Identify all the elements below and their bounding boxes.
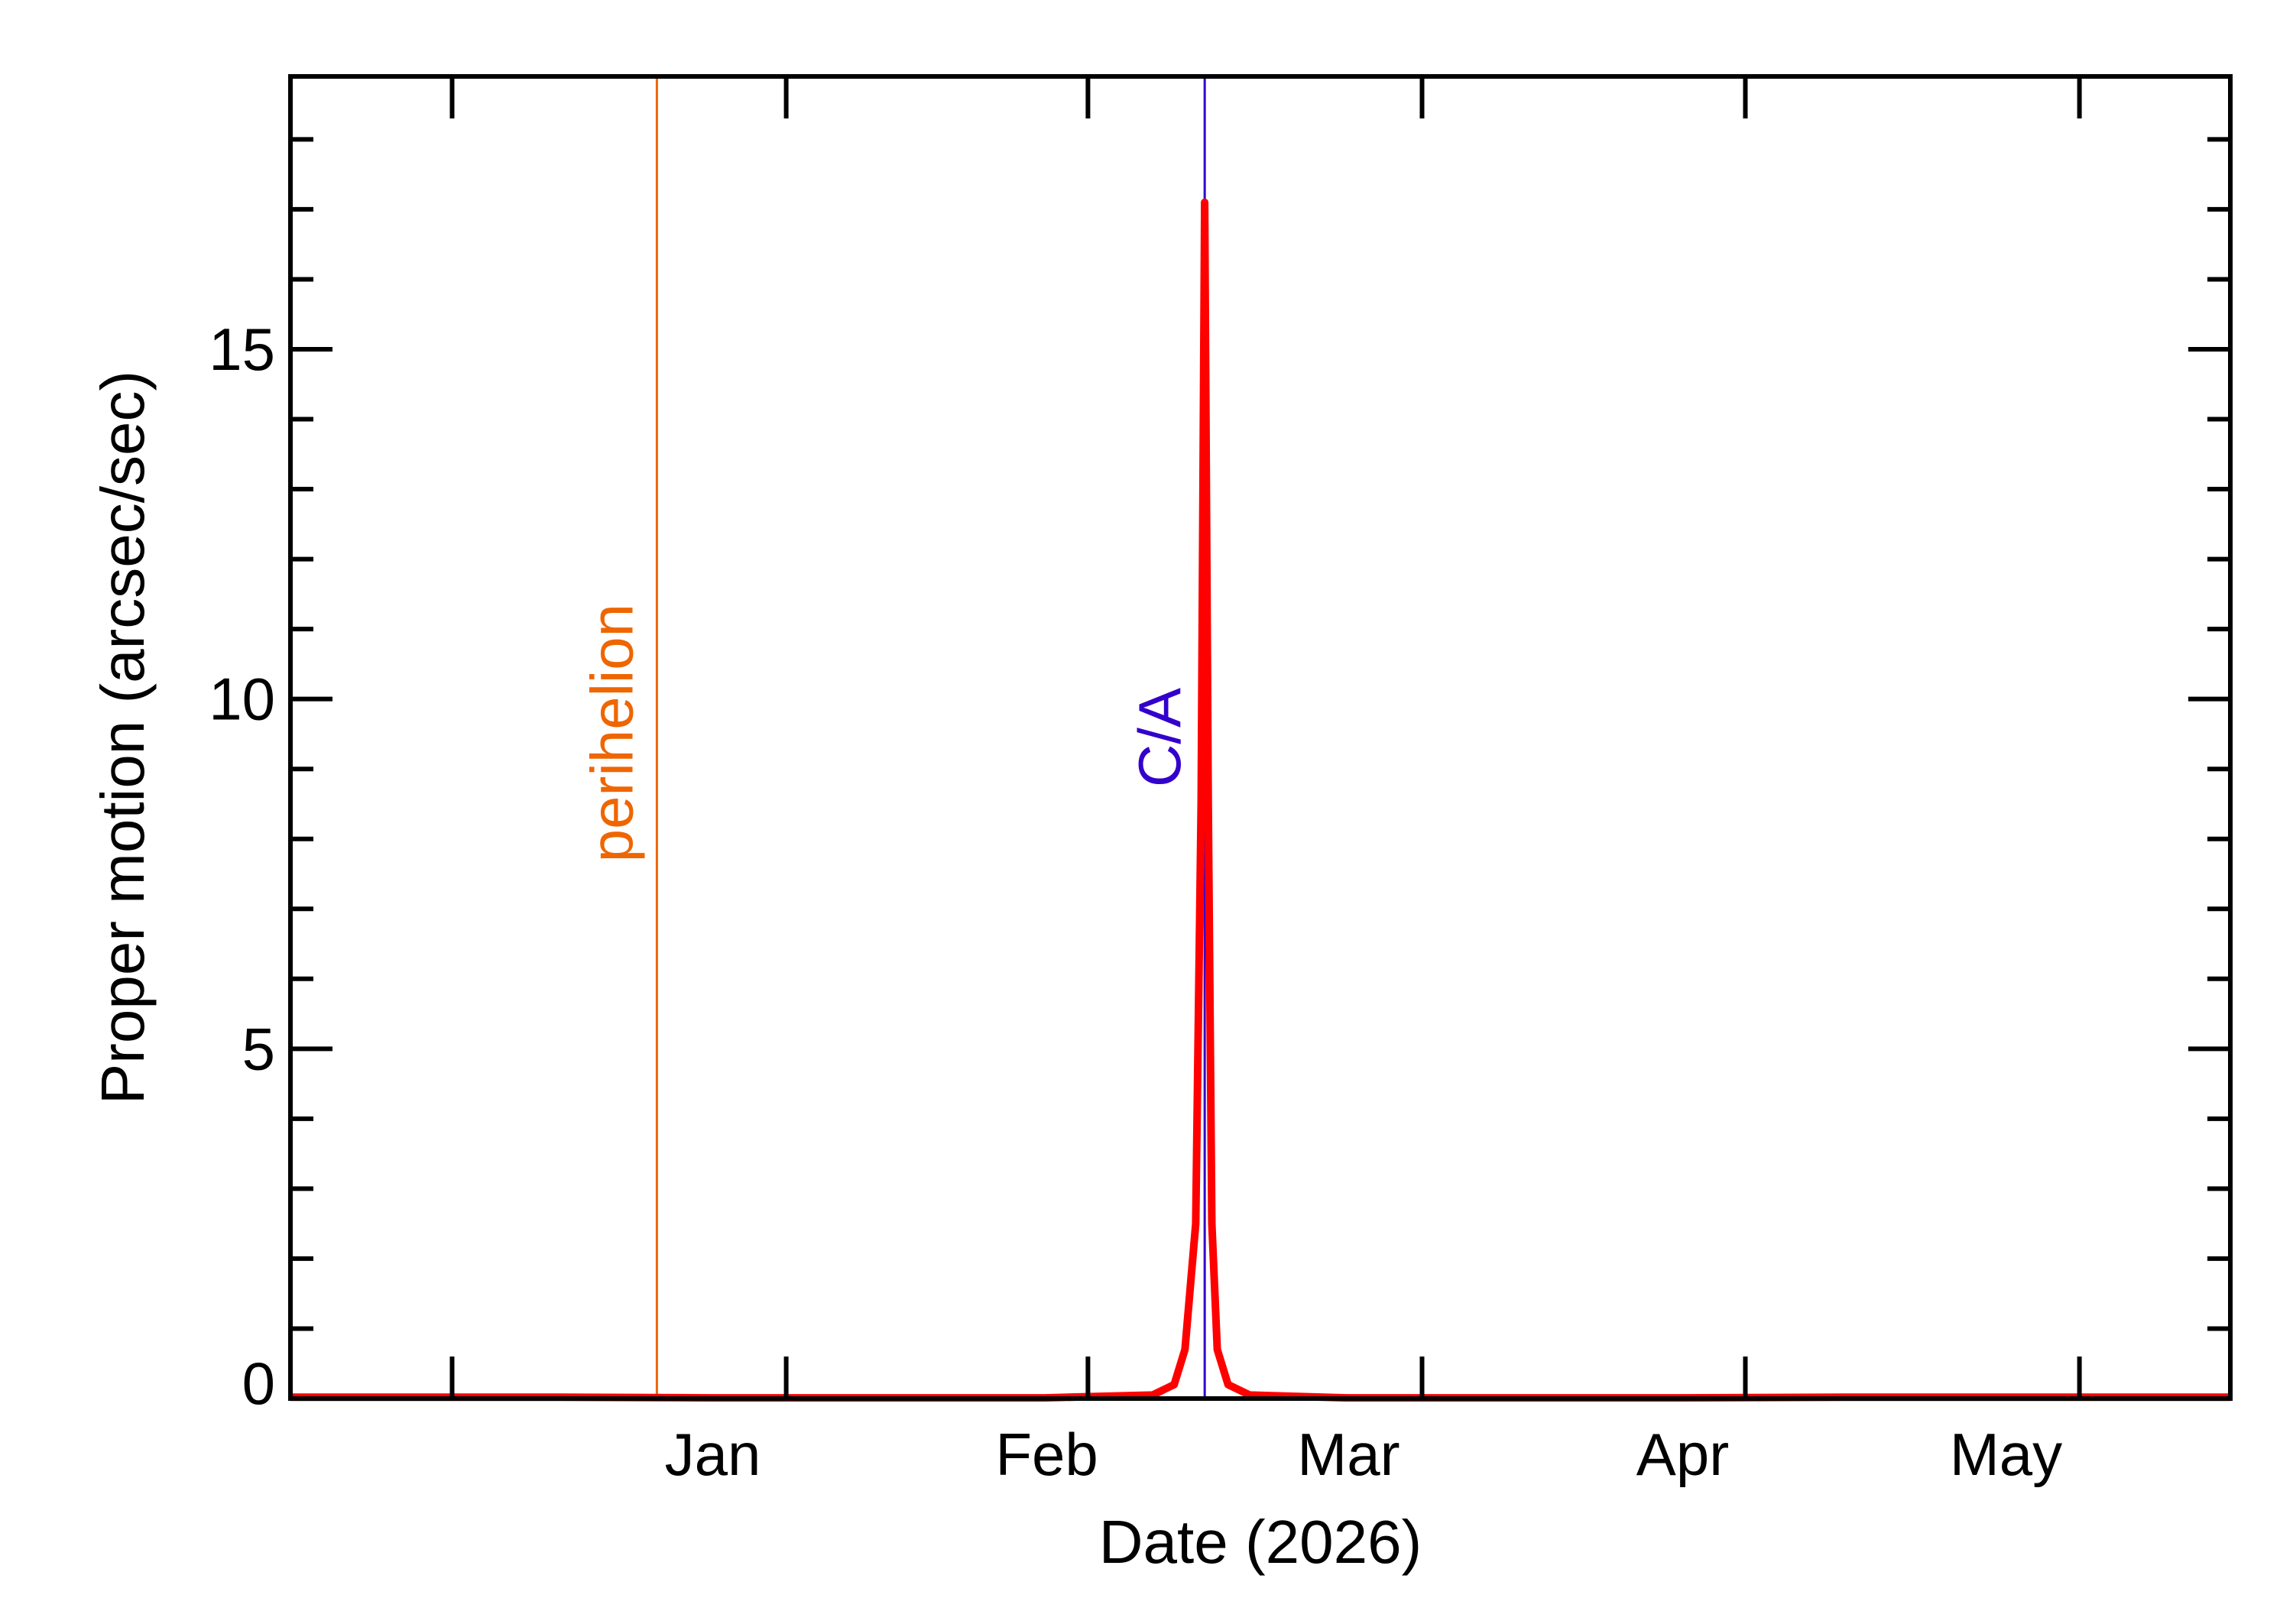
x-axis-title: Date (2026) xyxy=(1099,1508,1422,1576)
labels-layer: Jan Feb Mar Apr May 0 5 10 15 xyxy=(209,316,2062,1488)
plot-frame xyxy=(288,74,2233,1401)
x-tick-label: Apr xyxy=(1636,1421,1729,1488)
y-tick-label: 15 xyxy=(209,316,275,383)
x-tick-label: Jan xyxy=(665,1421,761,1488)
x-tick-label: May xyxy=(1950,1421,2062,1488)
x-tick-label: Feb xyxy=(995,1421,1098,1488)
ticks-layer xyxy=(290,76,2230,1399)
x-tick-label: Mar xyxy=(1297,1421,1399,1488)
annotation-label: C/A xyxy=(1126,688,1193,787)
y-tick-label: 0 xyxy=(242,1350,275,1417)
y-axis-title: Proper motion (arcsec/sec) xyxy=(89,371,157,1104)
y-tick-label: 5 xyxy=(242,1015,275,1082)
annotation-label: perihelion xyxy=(578,604,645,862)
y-tick-label: 10 xyxy=(209,666,275,733)
annotations-layer: perihelion C/A xyxy=(578,76,1206,1399)
